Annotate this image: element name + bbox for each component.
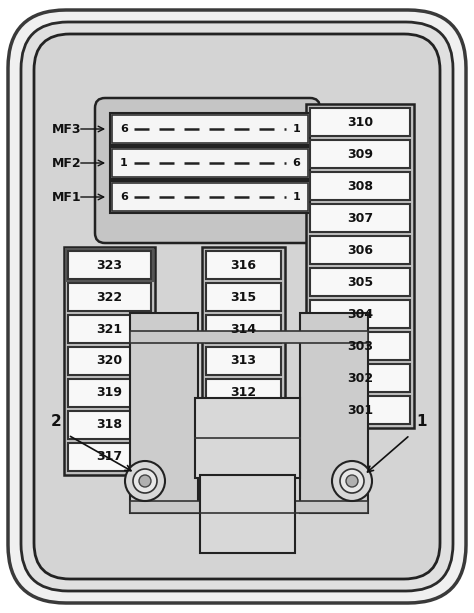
Bar (68, 411, 151, 439)
Text: 318: 318 (97, 419, 122, 432)
FancyBboxPatch shape (21, 22, 453, 591)
Text: 6: 6 (120, 192, 128, 202)
Text: MF3: MF3 (52, 123, 82, 135)
Bar (110, 181, 310, 213)
Text: 308: 308 (347, 180, 373, 192)
Text: 321: 321 (96, 322, 123, 335)
Circle shape (346, 475, 358, 487)
FancyBboxPatch shape (95, 98, 320, 243)
Bar (110, 147, 310, 179)
Text: 1: 1 (292, 192, 300, 202)
Text: 301: 301 (347, 403, 373, 416)
Text: 322: 322 (96, 291, 123, 303)
Text: 320: 320 (96, 354, 123, 368)
Bar (206, 251, 281, 279)
Bar (68, 347, 151, 375)
Text: 309: 309 (347, 148, 373, 161)
Text: MF2: MF2 (52, 156, 82, 170)
Text: 302: 302 (347, 371, 373, 384)
Text: 314: 314 (230, 322, 256, 335)
Bar (310, 396, 410, 424)
Bar (68, 283, 151, 311)
Bar (310, 204, 410, 232)
Text: 1: 1 (292, 124, 300, 134)
Bar (310, 364, 410, 392)
Text: 1: 1 (120, 158, 128, 168)
Text: 304: 304 (347, 308, 373, 321)
Bar (310, 236, 410, 264)
Bar (310, 172, 410, 200)
Text: 323: 323 (97, 259, 122, 272)
Bar (206, 283, 281, 311)
Bar (310, 300, 410, 328)
Bar (206, 315, 281, 343)
Bar (112, 183, 308, 211)
Bar (130, 331, 368, 343)
Bar (68, 315, 151, 343)
Circle shape (332, 461, 372, 501)
Text: 316: 316 (230, 259, 256, 272)
Text: 319: 319 (97, 387, 122, 400)
Bar (206, 411, 281, 439)
Bar (68, 379, 151, 407)
Bar (310, 332, 410, 360)
Text: 2: 2 (51, 414, 61, 428)
Bar (206, 347, 281, 375)
Circle shape (125, 461, 165, 501)
Circle shape (340, 469, 364, 493)
Text: 303: 303 (347, 340, 373, 352)
Bar (68, 443, 151, 471)
Bar (130, 501, 368, 513)
Text: 311: 311 (230, 419, 256, 432)
Bar (64, 247, 155, 475)
Bar (200, 475, 295, 553)
Text: MF1: MF1 (52, 191, 82, 204)
Bar (112, 115, 308, 143)
Text: 1: 1 (417, 414, 427, 428)
Text: 305: 305 (347, 275, 373, 289)
Text: 307: 307 (347, 211, 373, 224)
FancyBboxPatch shape (34, 34, 440, 579)
Bar (195, 398, 300, 478)
Text: 315: 315 (230, 291, 256, 303)
FancyBboxPatch shape (8, 10, 466, 603)
Circle shape (133, 469, 157, 493)
Bar (112, 149, 308, 177)
Text: 6: 6 (120, 124, 128, 134)
Bar (110, 113, 310, 145)
Bar (68, 251, 151, 279)
Text: 310: 310 (347, 115, 373, 129)
Text: 306: 306 (347, 243, 373, 256)
Bar (310, 140, 410, 168)
Bar (300, 313, 368, 513)
Bar (310, 108, 410, 136)
Bar (130, 313, 198, 513)
Bar (202, 247, 285, 443)
Text: 313: 313 (230, 354, 256, 368)
Bar (310, 268, 410, 296)
Text: 317: 317 (96, 451, 123, 463)
Bar (306, 104, 414, 428)
Text: 312: 312 (230, 387, 256, 400)
Circle shape (139, 475, 151, 487)
Bar (206, 379, 281, 407)
Bar (66, 249, 153, 281)
Text: 6: 6 (292, 158, 300, 168)
